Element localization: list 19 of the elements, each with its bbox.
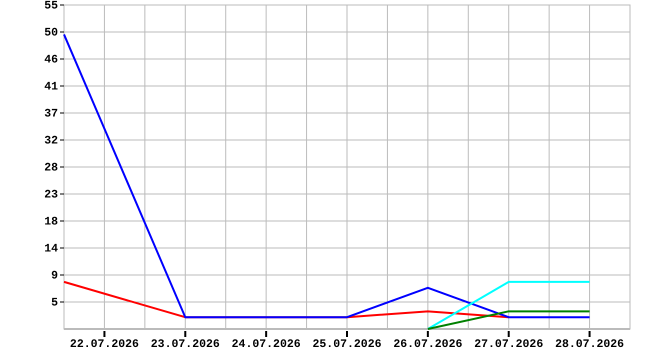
y-tick-label: 55 <box>44 0 58 13</box>
x-tick-label: 28.07.2026 <box>555 338 624 350</box>
x-tick-label: 27.07.2026 <box>474 338 544 350</box>
x-tick-label: 26.07.2026 <box>393 338 462 350</box>
y-tick-label: 9 <box>51 270 58 283</box>
x-tick-label: 24.07.2026 <box>232 338 301 350</box>
x-tick-label: 22.07.2026 <box>70 338 140 350</box>
y-tick-label: 41 <box>44 80 58 94</box>
x-tick-label: 25.07.2026 <box>312 338 382 350</box>
y-tick-label: 37 <box>44 108 58 121</box>
y-tick-label: 5 <box>51 296 58 310</box>
y-tick-label: 18 <box>44 216 58 229</box>
y-tick-label: 14 <box>44 242 58 256</box>
y-tick-label: 28 <box>44 162 58 175</box>
y-tick-label: 32 <box>44 134 58 148</box>
y-tick-label: 23 <box>44 188 58 202</box>
x-tick-label: 23.07.2026 <box>150 338 220 350</box>
y-tick-label: 46 <box>44 54 58 67</box>
y-tick-label: 50 <box>44 26 58 40</box>
